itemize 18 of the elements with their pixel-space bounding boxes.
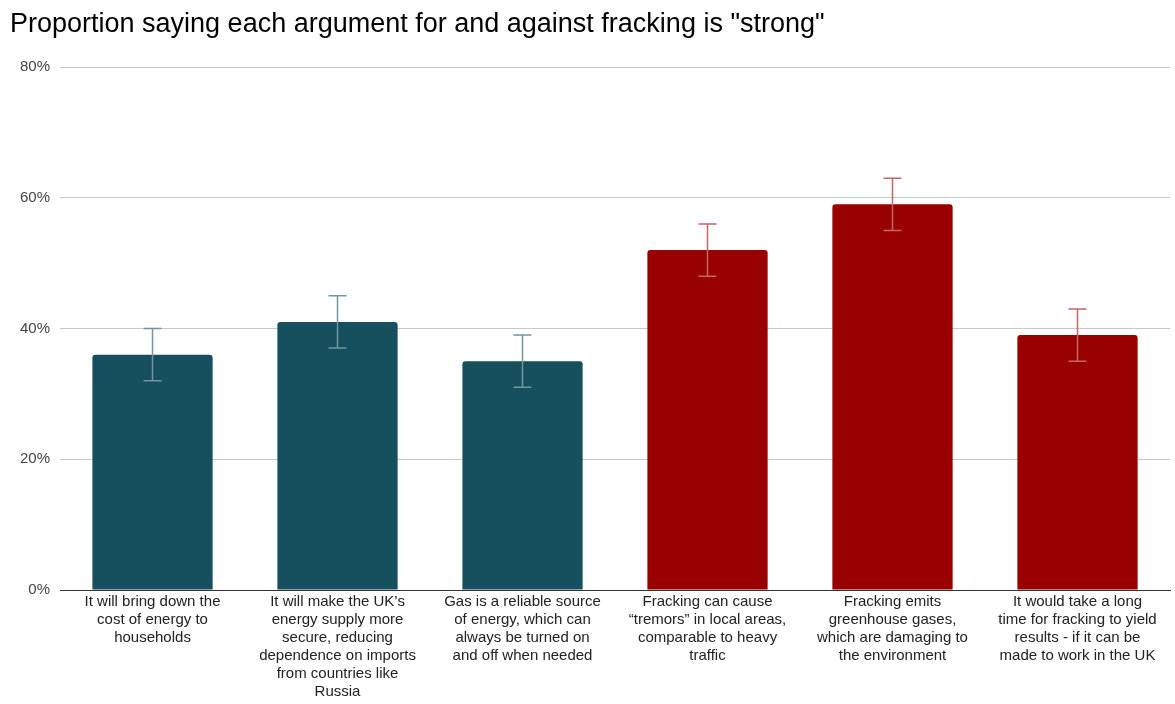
x-tick-label: Fracking can cause “tremors” in local areas, comparable to heavy traffic: [628, 592, 787, 664]
x-tick-label: It will make the UK’s energy supply more secure, reducing dependence on imports from countries like Russia: [259, 592, 416, 700]
x-tick-label: It would take a long time for fracking to yield results - if it can be made to work in the UK: [998, 592, 1157, 664]
chart-title: Proportion saying each argument for and against fracking is "strong": [10, 8, 826, 40]
y-tick-label: 80%: [19, 57, 51, 75]
y-tick-label: 40%: [19, 318, 51, 336]
y-tick-label: 60%: [19, 187, 51, 205]
bar: [1017, 335, 1138, 590]
bar: [832, 204, 953, 590]
x-tick-label: Fracking emits greenhouse gases, which are damaging to the environment: [816, 592, 968, 664]
bar: [277, 321, 398, 590]
bar: [647, 250, 768, 590]
x-tick-label: It will bring down the cost of energy to households: [84, 592, 221, 646]
bar: [462, 361, 583, 590]
y-tick-label: 0%: [28, 580, 51, 598]
y-tick-label: 20%: [19, 449, 51, 467]
bar: [92, 354, 213, 590]
x-tick-label: Gas is a reliable source of energy, which can always be turned on and off when needed: [444, 592, 601, 664]
